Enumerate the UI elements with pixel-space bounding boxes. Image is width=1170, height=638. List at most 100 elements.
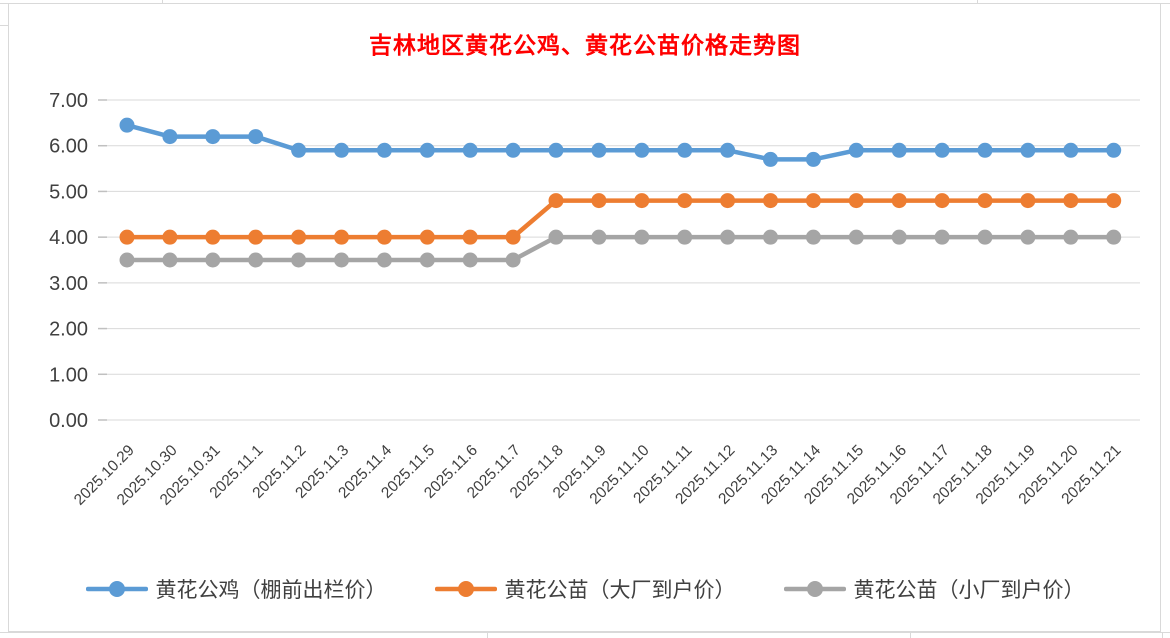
worksheet-gridline-stub [0, 25, 8, 26]
worksheet-gridline-stub [910, 633, 911, 638]
series-marker [1020, 142, 1036, 158]
series-marker [977, 193, 993, 209]
series-marker [1063, 142, 1079, 158]
series-marker [505, 142, 521, 158]
y-axis-tick-label: 2.00 [49, 319, 88, 341]
series-marker [376, 229, 392, 245]
series-marker [763, 193, 778, 209]
series-marker [634, 142, 650, 158]
series-marker [205, 252, 221, 268]
series-marker [805, 151, 821, 167]
series-marker [891, 193, 907, 209]
series-marker [1106, 229, 1122, 245]
series-marker [677, 229, 693, 245]
series-marker [1063, 229, 1079, 245]
series-marker [462, 252, 478, 268]
legend-marker-line-icon [85, 581, 148, 597]
series-marker [291, 252, 307, 268]
series-marker [848, 193, 864, 209]
series-marker [634, 193, 650, 209]
y-axis-tick-label: 6.00 [49, 136, 88, 158]
y-axis-tick-label: 1.00 [49, 364, 88, 386]
series-marker [1063, 193, 1079, 209]
series-marker [934, 229, 950, 245]
y-axis-tick-label: 3.00 [49, 273, 88, 295]
series-marker [205, 229, 221, 245]
series-marker [505, 252, 521, 268]
series-marker [419, 229, 435, 245]
series-marker [1020, 193, 1036, 209]
legend-marker-line-icon [434, 581, 497, 597]
series-marker [119, 229, 135, 245]
series-marker [162, 252, 178, 268]
series-marker [977, 142, 993, 158]
series-marker [677, 193, 693, 209]
series-marker [977, 229, 993, 245]
series-2[interactable] [119, 229, 1122, 268]
series-marker [119, 117, 135, 133]
series-marker [805, 193, 821, 209]
series-marker [805, 229, 821, 245]
series-marker [1106, 193, 1122, 209]
series-marker [763, 229, 778, 245]
series-marker [548, 229, 564, 245]
series-marker [291, 142, 307, 158]
series-marker [205, 129, 221, 145]
legend-marker-line-icon [783, 581, 846, 597]
series-marker [720, 229, 736, 245]
series-marker [334, 252, 349, 268]
series-marker [591, 229, 607, 245]
series-1[interactable] [119, 193, 1122, 245]
series-marker [505, 229, 521, 245]
series-marker [720, 142, 736, 158]
series-marker [248, 129, 264, 145]
series-marker [162, 229, 178, 245]
series-marker [162, 129, 178, 145]
series-marker [891, 229, 907, 245]
series-marker [376, 252, 392, 268]
series-marker [720, 193, 736, 209]
chart-legend: 黄花公鸡（棚前出栏价） 黄花公苗（大厂到户价） 黄花公苗（小厂到户价） [0, 574, 1170, 604]
series-line [124, 234, 1116, 263]
series-marker [591, 193, 607, 209]
series-marker [334, 229, 349, 245]
worksheet-gridline-stub [1162, 633, 1163, 638]
worksheet-gridline-bottom [0, 632, 1170, 633]
series-0[interactable] [119, 117, 1122, 167]
series-marker [634, 229, 650, 245]
legend-item-gongmiao-dachang[interactable]: 黄花公苗（大厂到户价） [434, 574, 736, 604]
series-marker [248, 229, 264, 245]
series-marker [248, 252, 264, 268]
legend-label: 黄花公苗（小厂到户价） [853, 578, 1085, 602]
y-axis-tick-label: 4.00 [49, 227, 88, 249]
y-axis-tick-label: 7.00 [49, 90, 88, 112]
series-marker [419, 142, 435, 158]
series-marker [462, 229, 478, 245]
worksheet-gridline-stub [162, 0, 163, 3]
series-marker [848, 229, 864, 245]
chart-area[interactable] [8, 3, 1161, 632]
series-marker [934, 193, 950, 209]
series-line [124, 122, 1116, 162]
series-marker [376, 142, 392, 158]
y-axis-tick-label: 5.00 [49, 181, 88, 203]
series-marker [119, 252, 135, 268]
series-marker [763, 151, 778, 167]
worksheet-gridline-stub [977, 0, 978, 3]
series-marker [462, 142, 478, 158]
series-marker [591, 142, 607, 158]
series-marker [291, 229, 307, 245]
series-marker [1106, 142, 1122, 158]
legend-label: 黄花公苗（大厂到户价） [504, 578, 736, 602]
legend-item-gongji[interactable]: 黄花公鸡（棚前出栏价） [85, 574, 387, 604]
legend-item-gongmiao-xiaochang[interactable]: 黄花公苗（小厂到户价） [783, 574, 1085, 604]
series-marker [891, 142, 907, 158]
series-marker [419, 252, 435, 268]
series-marker [1020, 229, 1036, 245]
series-marker [548, 193, 564, 209]
series-marker [548, 142, 564, 158]
series-marker [848, 142, 864, 158]
worksheet-gridline-stub [487, 633, 488, 638]
chart-title: 吉林地区黄花公鸡、黄花公苗价格走势图 [369, 33, 801, 58]
